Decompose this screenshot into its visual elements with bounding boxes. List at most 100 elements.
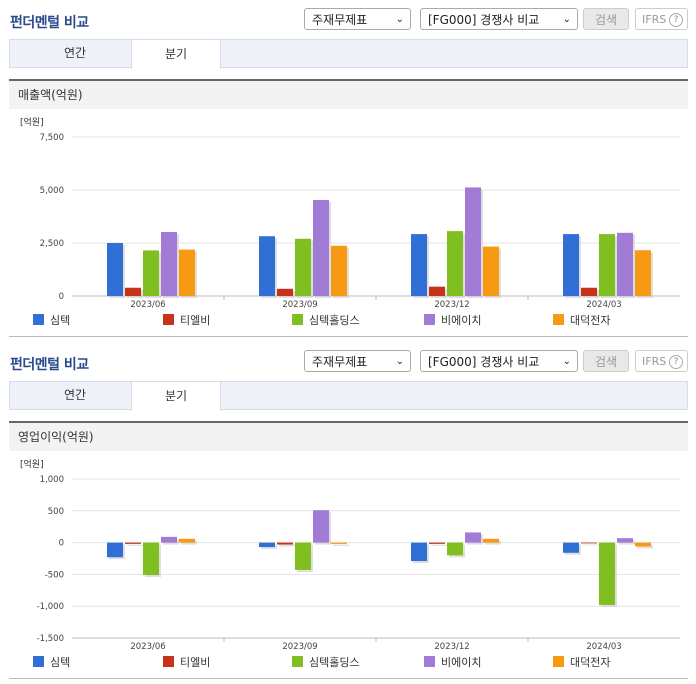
section-title: 매출액(억원) xyxy=(9,79,688,109)
legend-label: 심텍 xyxy=(50,314,70,327)
statement-type-select[interactable]: 주재무제표 ⌄ xyxy=(304,350,411,372)
bar-비에이치 xyxy=(161,231,177,296)
bar-티엘비 xyxy=(277,542,293,545)
legend-swatch xyxy=(553,656,564,667)
x-tick-label: 2023/12 xyxy=(434,642,469,652)
tab-quarterly[interactable]: 분기 xyxy=(131,381,221,411)
bar-심텍 xyxy=(259,542,275,548)
bar-비에이치 xyxy=(313,199,329,296)
y-tick-label: 0 xyxy=(59,292,64,302)
bar-shadow xyxy=(583,544,599,546)
bar-심텍 xyxy=(411,234,427,296)
legend-label: 대덕전자 xyxy=(570,314,610,327)
bar-티엘비 xyxy=(277,288,293,296)
ifrs-help-button[interactable]: IFRS ? xyxy=(635,350,688,372)
tab-quarterly[interactable]: 분기 xyxy=(131,39,221,69)
unit-label: [억원] xyxy=(20,458,44,470)
fundamental-panel-operating-profit: 펀더멘털 비교 주재무제표 ⌄ [FG000] 경쟁사 비교 ⌄ 검색 IFRS… xyxy=(0,342,696,684)
unit-label: [억원] xyxy=(20,116,44,128)
bar-티엘비 xyxy=(125,287,141,296)
fundamental-panel-sales: 펀더멘털 비교 주재무제표 ⌄ [FG000] 경쟁사 비교 ⌄ 검색 IFRS… xyxy=(0,0,696,337)
bar-심텍홀딩스 xyxy=(599,542,615,605)
bar-대덕전자 xyxy=(635,250,651,296)
panel-title: 펀더멘털 비교 xyxy=(10,15,89,31)
bar-대덕전자 xyxy=(179,538,195,543)
x-tick-label: 2023/06 xyxy=(130,642,165,652)
y-tick-label: 5,000 xyxy=(40,186,64,196)
bar-대덕전자 xyxy=(483,246,499,296)
bar-대덕전자 xyxy=(483,538,499,543)
bar-티엘비 xyxy=(429,542,445,544)
bar-대덕전자 xyxy=(635,542,651,547)
section-title: 영업이익(억원) xyxy=(9,421,688,451)
bar-티엘비 xyxy=(125,542,141,544)
legend-swatch xyxy=(33,656,44,667)
bar-대덕전자 xyxy=(331,542,347,544)
statement-type-value: 주재무제표 xyxy=(312,355,368,369)
bar-shadow xyxy=(485,540,501,545)
bar-심텍홀딩스 xyxy=(447,231,463,296)
y-tick-label: 1,000 xyxy=(40,475,64,485)
bar-티엘비 xyxy=(581,542,597,544)
panel-title: 펀더멘털 비교 xyxy=(10,357,89,373)
bar-shadow xyxy=(333,544,349,546)
sales-bar-chart: [억원] 0 2,500 5,000 7,500 2023/06 2023/09 2023/1… xyxy=(20,116,680,327)
question-icon: ? xyxy=(669,13,683,27)
chevron-down-icon: ⌄ xyxy=(562,14,571,25)
y-tick-label: -1,000 xyxy=(37,602,64,612)
operating-profit-bar-chart: [억원] 1,000 500 0 -500 -1,000 -1,500 2023/06 2023… xyxy=(20,458,680,669)
y-tick-label: 0 xyxy=(59,539,64,549)
comparison-group-value: [FG000] 경쟁사 비교 xyxy=(428,355,540,369)
legend-label: 심텍홀딩스 xyxy=(309,314,360,327)
y-tick-label: 500 xyxy=(48,507,64,517)
x-tick-label: 2024/03 xyxy=(586,642,621,652)
bar-비에이치 xyxy=(465,187,481,296)
bar-대덕전자 xyxy=(331,245,347,296)
panel-header: 펀더멘털 비교 주재무제표 ⌄ [FG000] 경쟁사 비교 ⌄ 검색 IFRS… xyxy=(0,0,696,38)
search-button[interactable]: 검색 xyxy=(583,8,629,30)
tab-annual[interactable]: 연간 xyxy=(63,388,87,402)
ifrs-help-button[interactable]: IFRS ? xyxy=(635,8,688,30)
bar-티엘비 xyxy=(581,287,597,296)
legend-swatch xyxy=(424,656,435,667)
chevron-down-icon: ⌄ xyxy=(562,356,571,367)
legend-swatch xyxy=(292,656,303,667)
period-tabs: 연간 분기 xyxy=(9,381,688,411)
legend-label: 비에이치 xyxy=(441,656,481,669)
bar-심텍홀딩스 xyxy=(295,542,311,570)
panel-header: 펀더멘털 비교 주재무제표 ⌄ [FG000] 경쟁사 비교 ⌄ 검색 IFRS… xyxy=(0,342,696,380)
statement-type-select[interactable]: 주재무제표 ⌄ xyxy=(304,8,411,30)
legend-label: 티엘비 xyxy=(180,656,210,669)
bar-shadow xyxy=(181,540,197,545)
legend-swatch xyxy=(424,314,435,325)
statement-type-value: 주재무제표 xyxy=(312,13,368,27)
bar-심텍홀딩스 xyxy=(295,238,311,296)
bar-shadow xyxy=(127,544,143,546)
legend-swatch xyxy=(292,314,303,325)
search-button[interactable]: 검색 xyxy=(583,350,629,372)
bar-shadow xyxy=(431,544,447,546)
legend-label: 티엘비 xyxy=(180,314,210,327)
period-tabs: 연간 분기 xyxy=(9,39,688,69)
legend-label: 심텍 xyxy=(50,656,70,669)
comparison-group-select[interactable]: [FG000] 경쟁사 비교 ⌄ xyxy=(420,350,578,372)
bar-심텍 xyxy=(411,542,427,562)
legend-swatch xyxy=(553,314,564,325)
bar-shadow xyxy=(637,544,653,549)
chevron-down-icon: ⌄ xyxy=(395,14,404,25)
comparison-group-select[interactable]: [FG000] 경쟁사 비교 ⌄ xyxy=(420,8,578,30)
bar-심텍홀딩스 xyxy=(599,234,615,296)
bar-비에이치 xyxy=(617,232,633,296)
legend-swatch xyxy=(33,314,44,325)
y-tick-label: -1,500 xyxy=(37,634,64,644)
bar-비에이치 xyxy=(313,510,329,543)
bar-심텍 xyxy=(107,243,123,296)
bar-shadow xyxy=(279,544,295,547)
bar-비에이치 xyxy=(161,536,177,543)
bar-심텍 xyxy=(563,542,579,553)
y-tick-label: -500 xyxy=(45,570,64,580)
divider xyxy=(9,678,688,679)
bar-심텍홀딩스 xyxy=(447,542,463,556)
legend-label: 비에이치 xyxy=(441,314,481,327)
tab-annual[interactable]: 연간 xyxy=(63,46,87,60)
